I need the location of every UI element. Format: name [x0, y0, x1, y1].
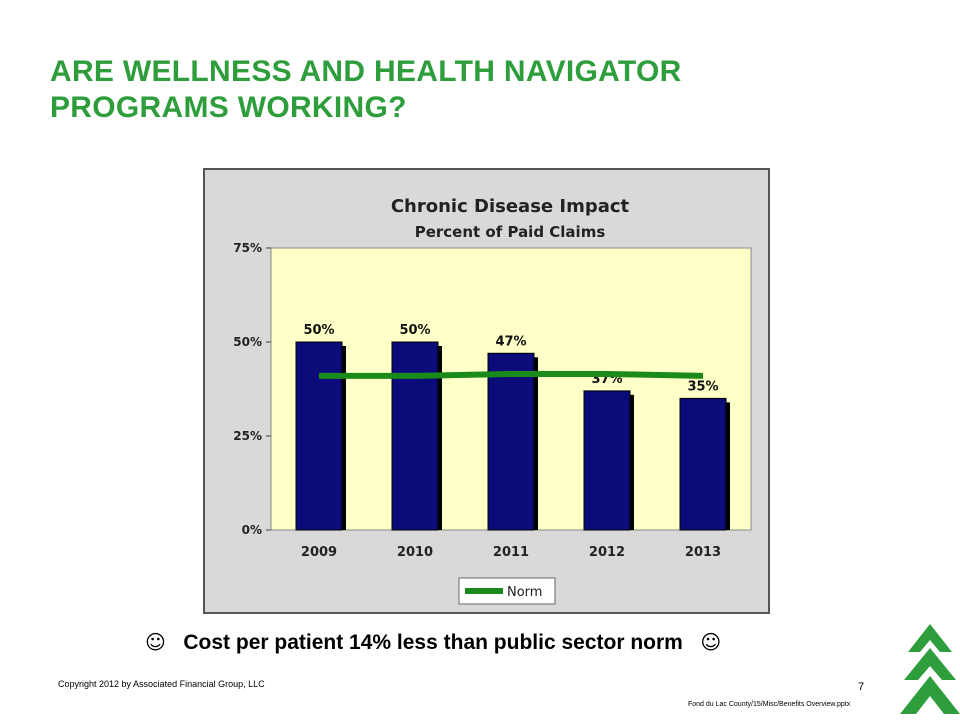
legend-norm-label: Norm [507, 585, 542, 600]
bar-data-label: 50% [303, 323, 334, 338]
chart-subtitle: Percent of Paid Claims [415, 223, 606, 241]
norm-line [319, 370, 704, 379]
y-tick-label: 50% [233, 335, 262, 349]
page-number: 7 [858, 681, 865, 693]
slide-title-line-2: PROGRAMS WORKING? [50, 91, 407, 124]
x-tick-label: 2009 [301, 545, 337, 560]
bar-data-label: 50% [399, 323, 430, 338]
footnote-text: Cost per patient 14% less than public se… [183, 631, 683, 654]
footnote: ☺ Cost per patient 14% less than public … [145, 630, 875, 655]
bar-data-label: 47% [495, 334, 526, 349]
slide-title-line-1: ARE WELLNESS AND HEALTH NAVIGATOR [50, 55, 682, 88]
y-tick-label: 0% [242, 523, 262, 537]
x-tick-label: 2013 [685, 545, 721, 560]
smiley-right-icon: ☺ [700, 630, 722, 654]
logo-tier-2 [904, 648, 956, 680]
bar [391, 341, 439, 531]
x-tick-label: 2012 [589, 545, 625, 560]
y-tick-label: 25% [233, 429, 262, 443]
logo-tier-3 [900, 676, 960, 714]
bar [679, 397, 727, 531]
chart-frame: Chronic Disease Impact Percent of Paid Cl… [203, 168, 770, 614]
bar [583, 390, 631, 531]
company-logo-icon [900, 624, 960, 714]
logo-tier-1 [908, 624, 952, 652]
slide-title: ARE WELLNESS AND HEALTH NAVIGATOR PROGRA… [50, 54, 870, 126]
chart-svg: Chronic Disease Impact Percent of Paid Cl… [233, 196, 752, 605]
bar [487, 352, 535, 531]
smiley-left-icon: ☺ [145, 630, 166, 654]
x-tick-label: 2010 [397, 545, 433, 560]
bar [295, 341, 343, 531]
file-path: Fond du Lac County/15/Misc/Benefits Over… [688, 701, 851, 708]
y-tick-label: 75% [233, 241, 262, 255]
bar-data-label: 35% [687, 379, 718, 394]
x-tick-label: 2011 [493, 545, 529, 560]
copyright: Copyright 2012 by Associated Financial G… [58, 679, 265, 689]
chart-title: Chronic Disease Impact [391, 196, 630, 217]
